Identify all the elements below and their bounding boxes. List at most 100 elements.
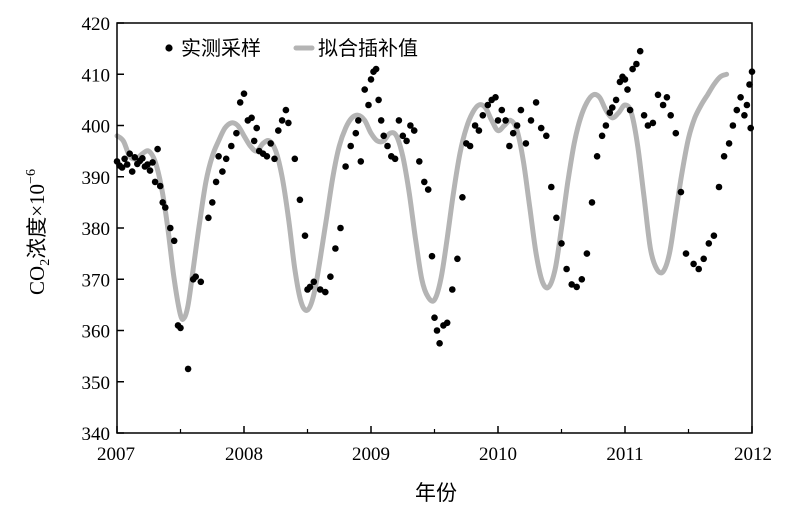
measured-point <box>563 265 570 273</box>
measured-point <box>568 281 575 288</box>
measured-point <box>677 188 685 196</box>
measured-point <box>640 112 648 119</box>
measured-point <box>509 129 517 137</box>
measured-point <box>578 276 586 283</box>
measured-point <box>659 101 667 109</box>
measured-point <box>316 286 324 293</box>
measured-point <box>361 86 369 93</box>
measured-point <box>377 117 385 124</box>
measured-point <box>236 99 244 106</box>
measured-point <box>498 106 506 114</box>
x-tick-label: 2009 <box>352 444 390 465</box>
measured-point <box>240 90 248 97</box>
measured-point <box>443 319 451 327</box>
y-tick-label: 340 <box>82 424 111 445</box>
measured-point <box>154 145 161 153</box>
measured-point <box>612 96 620 104</box>
measured-point <box>296 196 304 204</box>
measured-point <box>583 250 591 257</box>
measured-point <box>573 283 580 291</box>
measured-point <box>746 81 753 88</box>
x-tick-label: 2008 <box>225 444 263 465</box>
measured-point <box>616 78 624 86</box>
measured-point <box>543 132 550 140</box>
y-axis-title-main: CO <box>25 266 49 295</box>
measured-point <box>644 122 652 129</box>
measured-point <box>513 122 521 129</box>
measured-point <box>502 117 509 124</box>
measured-point <box>332 245 339 252</box>
measured-point <box>459 194 466 201</box>
measured-point <box>327 273 334 281</box>
measured-point <box>162 204 169 211</box>
measured-point <box>466 142 474 150</box>
measured-point <box>131 154 139 161</box>
measured-point <box>663 94 671 101</box>
measured-point <box>690 260 697 268</box>
measured-point <box>233 129 240 137</box>
measured-point <box>275 127 282 134</box>
measured-point <box>449 286 456 293</box>
measured-point <box>128 168 136 175</box>
y-axis-title-sub: 2 <box>38 259 53 266</box>
measured-point <box>395 117 403 124</box>
measured-point <box>365 101 372 109</box>
y-tick-label: 410 <box>82 65 111 86</box>
measured-point <box>672 129 680 137</box>
measured-point <box>322 288 329 296</box>
measured-point <box>636 47 644 55</box>
measured-point <box>184 365 192 373</box>
measured-point <box>602 122 610 129</box>
measured-point <box>306 283 314 291</box>
measured-point <box>149 159 156 166</box>
measured-point <box>715 183 723 191</box>
measured-point <box>609 104 616 111</box>
measured-point <box>399 132 407 140</box>
measured-point <box>537 124 545 132</box>
measured-point <box>118 164 126 171</box>
measured-point <box>192 273 199 281</box>
legend-label-measured: 实测采样 <box>181 37 261 60</box>
measured-point <box>197 278 205 286</box>
legend: 实测采样 拟合插补值 <box>165 37 418 60</box>
measured-point <box>375 96 382 104</box>
measured-point <box>649 119 657 127</box>
y-tick-label: 380 <box>82 219 111 240</box>
measured-point <box>436 340 443 347</box>
measured-point <box>250 137 258 145</box>
x-axis: 2007 2008 2009 2010 2011 2012 <box>97 426 772 465</box>
measured-point <box>205 214 212 222</box>
measured-point <box>558 240 565 247</box>
measured-point <box>357 158 365 165</box>
measured-point <box>494 117 502 124</box>
measured-point <box>410 127 418 134</box>
measured-point <box>367 76 375 83</box>
y-tick-label: 350 <box>82 373 111 394</box>
y-tick-label: 400 <box>82 117 111 138</box>
measured-point <box>720 153 728 160</box>
legend-marker-measured <box>165 44 173 52</box>
measured-point <box>624 86 631 93</box>
measured-point <box>733 106 741 114</box>
measured-point <box>222 155 230 163</box>
measured-point <box>156 182 164 190</box>
measured-point <box>593 153 601 160</box>
measured-point <box>424 186 432 193</box>
measured-point <box>391 155 399 163</box>
measured-point <box>492 94 499 101</box>
x-tick-label: 2011 <box>606 444 643 465</box>
measured-point <box>228 142 235 150</box>
measured-point <box>170 237 178 245</box>
measured-point <box>725 140 733 147</box>
x-axis-title: 年份 <box>415 481 457 505</box>
measured-point <box>337 224 344 232</box>
legend-label-fitted: 拟合插补值 <box>318 37 418 60</box>
measured-point <box>428 252 436 260</box>
measured-point <box>403 137 410 145</box>
measured-point <box>710 232 718 239</box>
plot-frame <box>116 22 753 434</box>
measured-point <box>475 127 483 134</box>
measured-point <box>479 112 487 119</box>
measured-series <box>113 47 756 373</box>
